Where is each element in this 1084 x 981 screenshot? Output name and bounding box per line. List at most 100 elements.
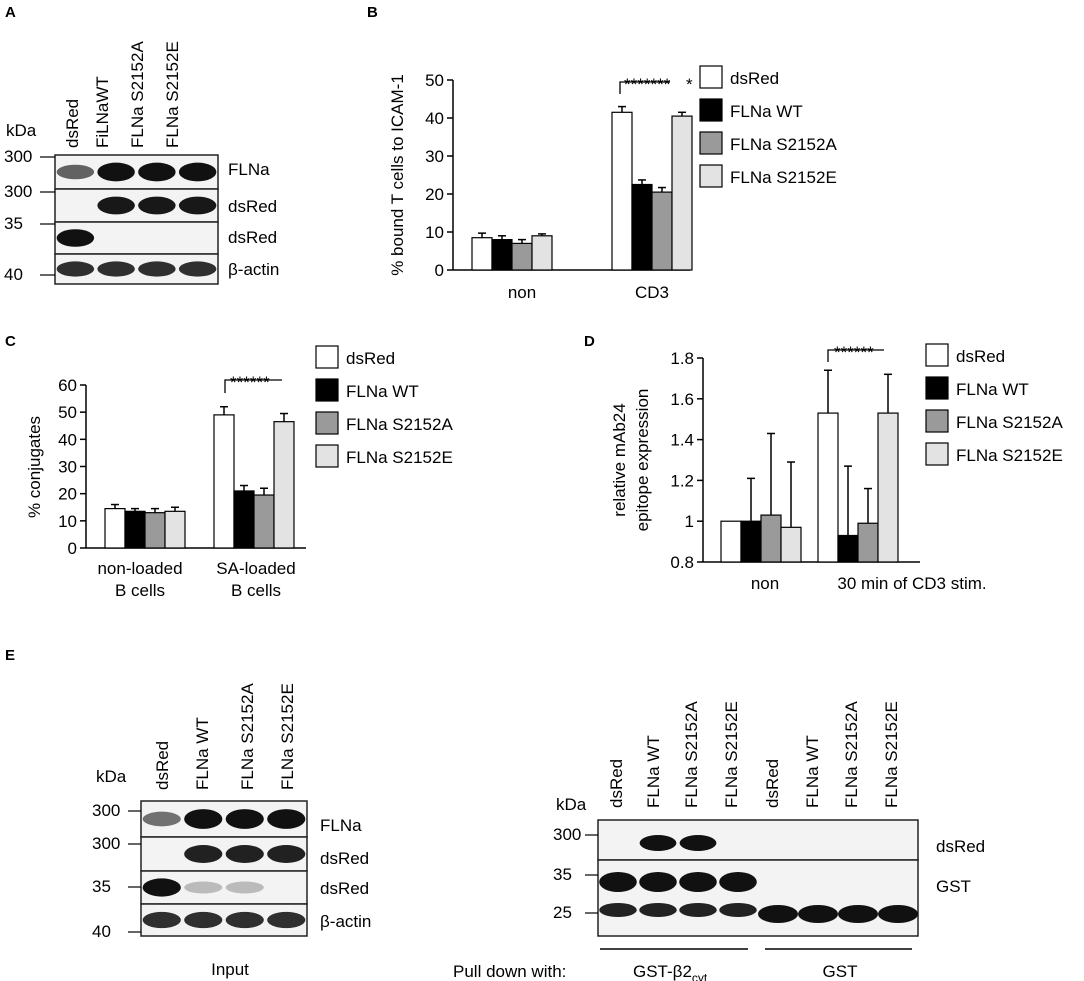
bar <box>273 421 295 549</box>
x-tick-label-c: SA-loaded <box>216 559 295 578</box>
legend-label-c: FLNa S2152E <box>346 448 453 467</box>
bar <box>837 534 859 563</box>
kda-label-a: kDa <box>6 121 37 140</box>
group-label-gst-b2: GST-β2cyt <box>633 962 708 981</box>
y-tick-label: 1 <box>685 512 694 531</box>
legend-swatch <box>315 378 339 402</box>
protein-band <box>56 229 95 247</box>
significance-stars-c: ****** <box>230 373 270 392</box>
protein-band <box>838 905 878 923</box>
protein-band <box>97 196 135 215</box>
mw-marker-e-right: 25 <box>553 903 572 922</box>
significance-stars-d: ****** <box>834 343 874 362</box>
mw-marker-e-left: 300 <box>92 801 120 820</box>
mw-marker-e-left: 40 <box>92 922 111 941</box>
blot-e-left <box>140 800 308 937</box>
bar <box>213 414 235 549</box>
protein-band <box>599 903 637 917</box>
y-tick-label: 30 <box>425 147 444 166</box>
protein-band <box>178 261 217 277</box>
bar <box>760 514 782 563</box>
lane-label-e-left: dsRed <box>153 741 172 790</box>
legend-swatch <box>925 343 949 367</box>
legend-swatch <box>699 98 723 122</box>
mw-marker-e-left: 35 <box>92 877 111 896</box>
protein-band <box>184 911 223 929</box>
x-tick-label-c: non-loaded <box>97 559 182 578</box>
y-tick-label: 50 <box>58 403 77 422</box>
legend-label-d: dsRed <box>956 347 1005 366</box>
protein-band <box>639 903 677 917</box>
bar <box>531 235 553 271</box>
legend-swatch <box>699 131 723 155</box>
protein-band <box>599 872 637 892</box>
y-tick-label: 0 <box>435 261 444 280</box>
y-tick-label: 1.2 <box>670 471 694 490</box>
protein-band <box>142 911 181 929</box>
bar <box>740 520 762 563</box>
group-label-gst: GST <box>823 962 858 981</box>
x-tick-label-c: B cells <box>231 581 281 600</box>
x-tick-label-c: B cells <box>115 581 165 600</box>
legend-label-d: FLNa S2152E <box>956 446 1063 465</box>
lane-label-e-right: FLNa S2152A <box>682 701 701 808</box>
blot-a <box>54 154 219 285</box>
bar <box>877 412 899 563</box>
protein-band <box>225 881 264 894</box>
bar <box>857 522 879 563</box>
protein-band <box>56 164 95 180</box>
mw-marker-a: 40 <box>4 265 23 284</box>
protein-band <box>798 905 838 923</box>
bar <box>511 242 533 271</box>
y-tick-label: 50 <box>425 71 444 90</box>
kda-label-e-right: kDa <box>556 795 587 814</box>
bar <box>104 508 126 549</box>
row-label-e-left: dsRed <box>320 879 369 898</box>
panel-label-c: C <box>5 333 16 350</box>
legend-swatch <box>925 442 949 466</box>
bar <box>144 512 166 549</box>
protein-band <box>719 872 757 892</box>
bar <box>817 412 839 563</box>
y-axis-label-d: epitope expression <box>633 389 652 532</box>
chart-b <box>447 79 693 271</box>
x-tick-label-d: 30 min of CD3 stim. <box>837 574 986 593</box>
pull-down-label: Pull down with: <box>453 962 566 981</box>
lane-label-e-right: FLNa S2152A <box>842 701 861 808</box>
row-label-a: dsRed <box>228 228 277 247</box>
y-axis-label-d: relative mAb24 <box>610 403 629 516</box>
bar <box>164 510 186 549</box>
legend-swatch <box>699 65 723 89</box>
row-label-e-left: FLNa <box>320 816 362 835</box>
mw-marker-e-right: 300 <box>553 825 581 844</box>
y-tick-label: 1.6 <box>670 390 694 409</box>
protein-band <box>184 809 223 829</box>
lane-label-e-right: dsRed <box>763 759 782 808</box>
protein-band <box>639 835 677 851</box>
y-tick-label: 40 <box>58 430 77 449</box>
protein-band <box>142 878 181 897</box>
bar <box>631 183 653 271</box>
panel-label-e: E <box>5 647 15 664</box>
bar <box>780 526 802 563</box>
protein-band <box>97 162 135 182</box>
protein-band <box>56 261 95 277</box>
legend-swatch <box>315 411 339 435</box>
protein-band <box>225 809 264 829</box>
x-tick-label-b: non <box>508 283 536 302</box>
panel-label-b: B <box>367 4 378 21</box>
row-label-e-left: dsRed <box>320 849 369 868</box>
lane-label-e-right: FLNa S2152E <box>722 701 741 808</box>
protein-band <box>267 809 306 829</box>
y-tick-label: 0 <box>68 539 77 558</box>
legend-label-d: FLNa S2152A <box>956 413 1063 432</box>
legend-swatch <box>925 409 949 433</box>
mw-marker-a: 35 <box>4 214 23 233</box>
y-tick-label: 30 <box>58 458 77 477</box>
lane-label-e-right: dsRed <box>607 759 626 808</box>
y-axis-label-b: % bound T cells to ICAM-1 <box>388 74 407 276</box>
legend-label-c: FLNa WT <box>346 382 419 401</box>
bar <box>611 111 633 271</box>
bar <box>720 520 742 563</box>
